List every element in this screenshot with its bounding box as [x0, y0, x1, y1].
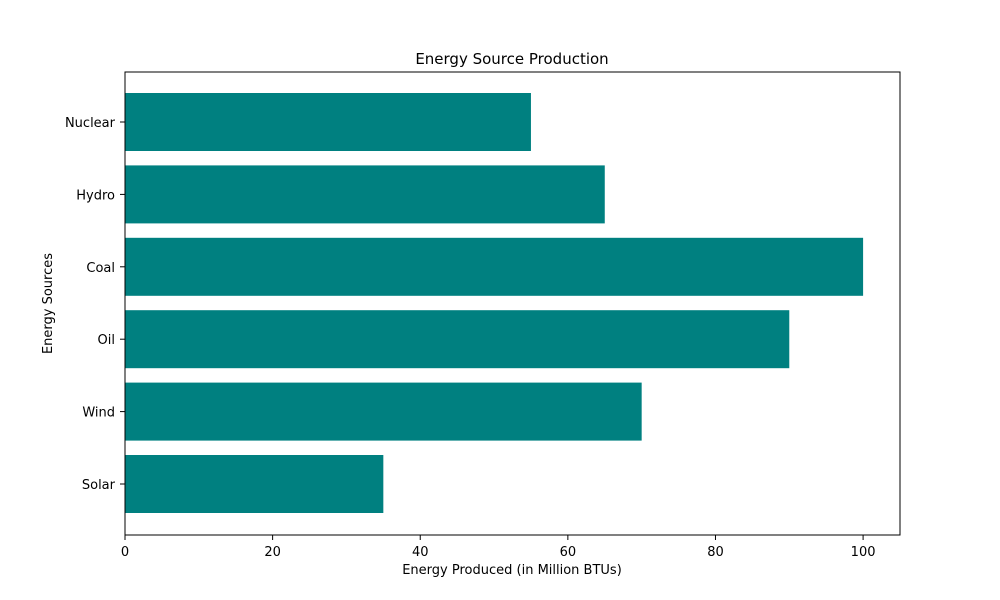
- y-axis: Solar Wind Oil Coal Hydro Nuclear: [65, 116, 125, 493]
- bar-coal: [125, 237, 864, 296]
- bar-solar: [125, 455, 384, 513]
- x-tick-label: 60: [560, 545, 577, 560]
- y-tick-label-hydro: Hydro: [76, 188, 115, 203]
- y-tick-label-nuclear: Nuclear: [65, 116, 116, 131]
- y-tick-label-solar: Solar: [82, 478, 116, 493]
- y-axis-label: Energy Sources: [41, 253, 56, 354]
- bar-wind: [125, 382, 642, 441]
- x-axis: 0 20 40 60 80 100: [121, 535, 876, 560]
- bar-oil: [125, 310, 790, 369]
- bar-hydro: [125, 165, 605, 224]
- x-tick-label: 0: [121, 545, 129, 560]
- plot-area-frame: [124, 71, 901, 536]
- x-tick-label: 40: [412, 545, 429, 560]
- x-axis-label: Energy Produced (in Million BTUs): [402, 563, 622, 578]
- x-tick-label: 100: [851, 545, 876, 560]
- y-tick-label-coal: Coal: [86, 261, 115, 276]
- x-tick-label: 80: [707, 545, 724, 560]
- y-tick-label-oil: Oil: [98, 333, 115, 348]
- bar-nuclear: [125, 93, 531, 151]
- bars-group: [125, 93, 864, 513]
- y-tick-label-wind: Wind: [82, 406, 115, 421]
- x-tick-label: 20: [264, 545, 281, 560]
- chart-title: Energy Source Production: [415, 50, 608, 68]
